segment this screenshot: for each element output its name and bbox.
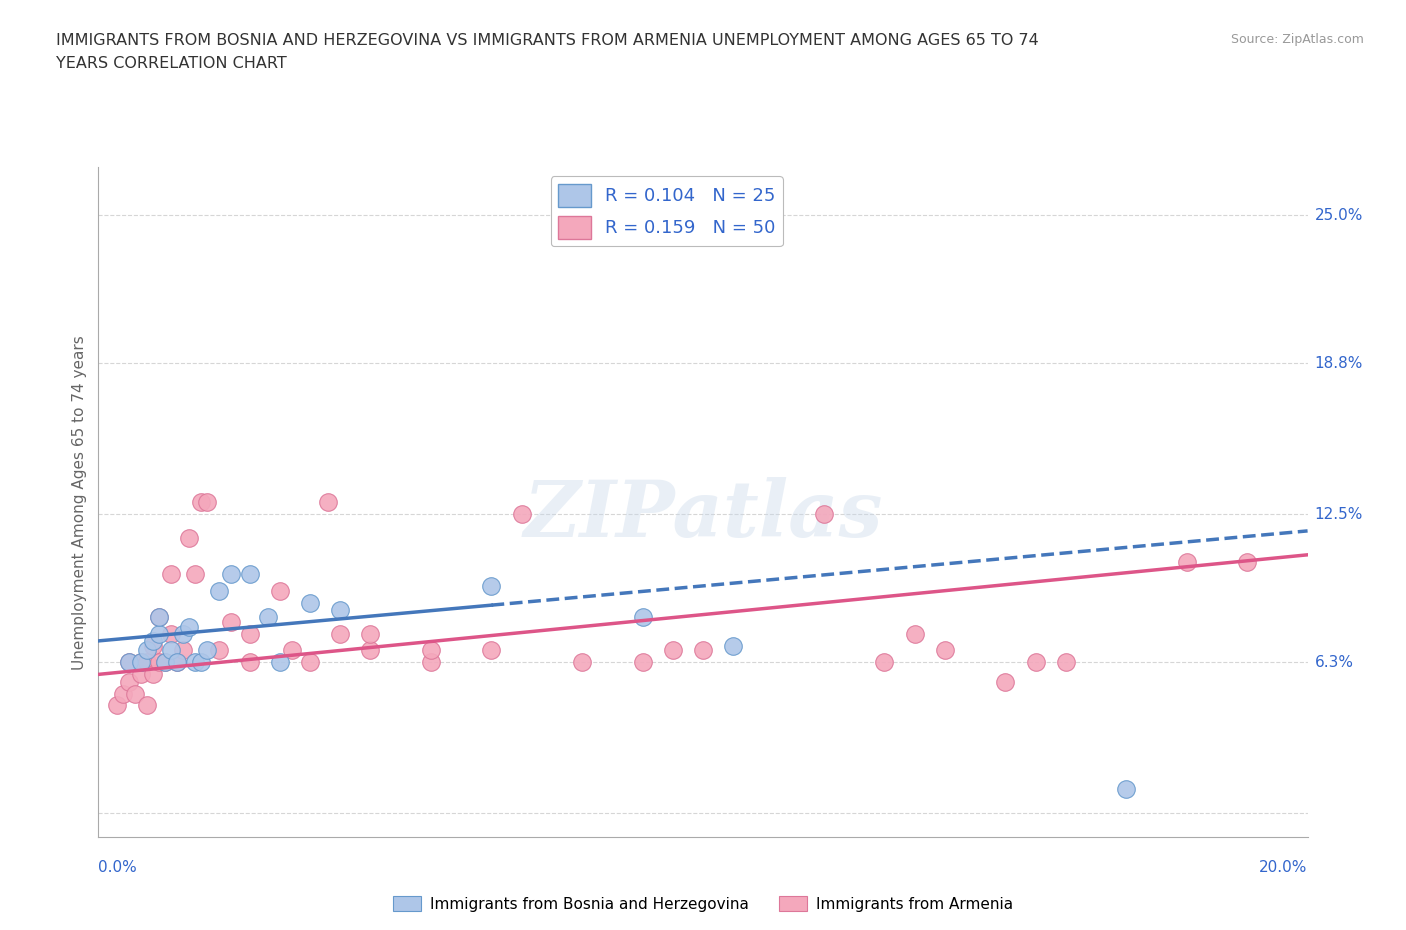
Point: [177, 619, 201, 634]
Point: [221, 615, 243, 630]
Point: [419, 655, 441, 670]
Point: [135, 655, 157, 670]
Point: [118, 655, 141, 670]
Point: [166, 655, 188, 670]
Point: [281, 643, 304, 658]
Y-axis label: Unemployment Among Ages 65 to 74 years: Unemployment Among Ages 65 to 74 years: [72, 335, 87, 670]
Point: [172, 643, 194, 658]
Point: [299, 655, 322, 670]
Point: [419, 643, 441, 658]
Point: [481, 643, 503, 658]
Point: [142, 667, 165, 682]
Point: [160, 566, 183, 581]
Point: [129, 655, 152, 670]
Point: [1024, 655, 1046, 670]
Point: [904, 626, 927, 641]
Legend: R = 0.104   N = 25, R = 0.159   N = 50: R = 0.104 N = 25, R = 0.159 N = 50: [551, 177, 783, 246]
Point: [142, 638, 165, 653]
Point: [148, 626, 170, 641]
Point: [160, 626, 183, 641]
Text: 20.0%: 20.0%: [1260, 860, 1308, 875]
Point: [631, 609, 654, 624]
Point: [329, 603, 352, 618]
Point: [195, 643, 218, 658]
Point: [510, 507, 533, 522]
Point: [118, 655, 141, 670]
Point: [142, 633, 165, 648]
Point: [148, 609, 170, 624]
Point: [721, 638, 744, 653]
Point: [1236, 554, 1258, 569]
Point: [692, 643, 714, 658]
Point: [571, 655, 593, 670]
Point: [166, 655, 188, 670]
Point: [135, 698, 157, 713]
Point: [631, 655, 654, 670]
Point: [184, 655, 207, 670]
Point: [153, 655, 176, 670]
Point: [153, 655, 176, 670]
Point: [873, 655, 896, 670]
Point: [195, 495, 218, 510]
Point: [177, 531, 201, 546]
Point: [329, 626, 352, 641]
Point: [148, 655, 170, 670]
Text: YEARS CORRELATION CHART: YEARS CORRELATION CHART: [56, 56, 287, 71]
Point: [1054, 655, 1077, 670]
Legend: Immigrants from Bosnia and Herzegovina, Immigrants from Armenia: Immigrants from Bosnia and Herzegovina, …: [387, 889, 1019, 918]
Point: [105, 698, 128, 713]
Point: [299, 595, 322, 610]
Point: [129, 655, 152, 670]
Point: [111, 686, 134, 701]
Text: 18.8%: 18.8%: [1315, 356, 1362, 371]
Text: IMMIGRANTS FROM BOSNIA AND HERZEGOVINA VS IMMIGRANTS FROM ARMENIA UNEMPLOYMENT A: IMMIGRANTS FROM BOSNIA AND HERZEGOVINA V…: [56, 33, 1039, 47]
Point: [269, 655, 291, 670]
Point: [239, 655, 262, 670]
Point: [148, 609, 170, 624]
Point: [1115, 782, 1137, 797]
Point: [934, 643, 956, 658]
Point: [239, 566, 262, 581]
Point: [1175, 554, 1198, 569]
Point: [190, 495, 212, 510]
Point: [208, 643, 231, 658]
Point: [221, 566, 243, 581]
Point: [661, 643, 683, 658]
Point: [256, 609, 278, 624]
Point: [316, 495, 339, 510]
Point: [994, 674, 1017, 689]
Text: ZIPatlas: ZIPatlas: [523, 477, 883, 554]
Text: 6.3%: 6.3%: [1315, 655, 1354, 670]
Point: [813, 507, 835, 522]
Point: [269, 583, 291, 598]
Point: [135, 643, 157, 658]
Text: 12.5%: 12.5%: [1315, 507, 1362, 522]
Point: [124, 686, 146, 701]
Text: 0.0%: 0.0%: [98, 860, 138, 875]
Point: [172, 626, 194, 641]
Point: [239, 626, 262, 641]
Point: [481, 578, 503, 593]
Text: 25.0%: 25.0%: [1315, 207, 1362, 222]
Point: [160, 643, 183, 658]
Point: [129, 667, 152, 682]
Point: [190, 655, 212, 670]
Point: [118, 674, 141, 689]
Text: Source: ZipAtlas.com: Source: ZipAtlas.com: [1230, 33, 1364, 46]
Point: [208, 583, 231, 598]
Point: [184, 566, 207, 581]
Point: [360, 643, 382, 658]
Point: [360, 626, 382, 641]
